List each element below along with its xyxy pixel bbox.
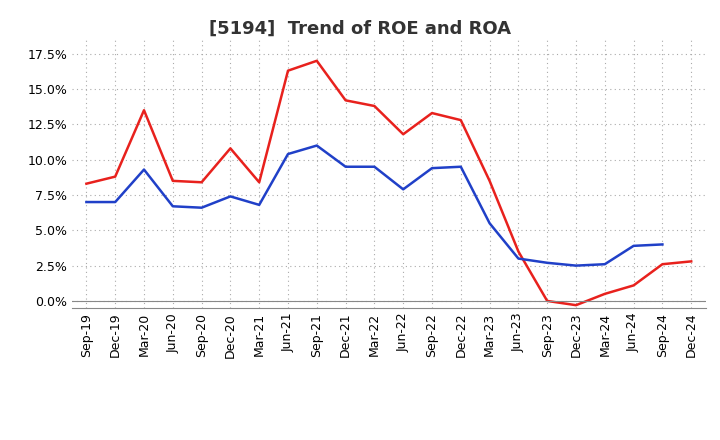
Text: [5194]  Trend of ROE and ROA: [5194] Trend of ROE and ROA xyxy=(209,20,511,38)
ROE xyxy=(111,174,120,179)
ROE xyxy=(687,259,696,264)
ROA xyxy=(111,199,120,205)
ROA xyxy=(370,164,379,169)
ROE xyxy=(284,68,292,73)
ROE xyxy=(658,261,667,267)
ROA xyxy=(456,164,465,169)
ROE xyxy=(543,298,552,304)
ROE xyxy=(600,291,609,297)
ROA xyxy=(514,256,523,261)
ROA xyxy=(572,263,580,268)
ROA xyxy=(140,167,148,172)
ROE xyxy=(428,110,436,116)
ROE xyxy=(399,132,408,137)
ROA xyxy=(543,260,552,265)
ROA xyxy=(658,242,667,247)
ROE xyxy=(82,181,91,186)
ROA xyxy=(82,199,91,205)
ROE xyxy=(514,249,523,254)
Line: ROE: ROE xyxy=(86,61,691,305)
ROA xyxy=(341,164,350,169)
ROE xyxy=(255,180,264,185)
ROE xyxy=(629,283,638,288)
ROA xyxy=(485,220,494,226)
ROE xyxy=(370,103,379,109)
ROA xyxy=(600,261,609,267)
ROA xyxy=(284,151,292,157)
ROE xyxy=(140,108,148,113)
ROE xyxy=(168,178,177,183)
ROA xyxy=(226,194,235,199)
ROA xyxy=(255,202,264,208)
ROE xyxy=(312,58,321,63)
ROA xyxy=(629,243,638,249)
ROE xyxy=(485,178,494,183)
ROA xyxy=(399,187,408,192)
ROA xyxy=(168,204,177,209)
ROA xyxy=(312,143,321,148)
ROE xyxy=(572,303,580,308)
ROE xyxy=(197,180,206,185)
ROA xyxy=(197,205,206,210)
Line: ROA: ROA xyxy=(86,146,662,266)
ROA xyxy=(428,165,436,171)
ROE xyxy=(341,98,350,103)
ROE xyxy=(226,146,235,151)
ROE xyxy=(456,117,465,123)
